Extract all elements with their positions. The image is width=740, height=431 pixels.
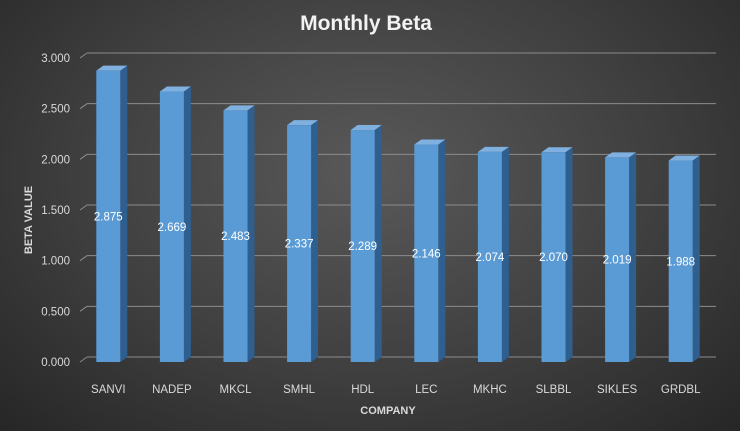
bar-top	[96, 65, 128, 71]
y-tick-label: 0.000	[41, 357, 70, 369]
bar-front	[350, 130, 375, 362]
bar-front	[287, 125, 312, 363]
bar-side	[438, 139, 446, 362]
y-tick-labels: 0.000 0.500 1.000 1.500 2.000 2.500 3.000	[41, 53, 70, 369]
bar	[159, 86, 191, 363]
bar-side	[183, 86, 191, 363]
x-tick-labels: SANVI NADEP MKCL SMHL HDL LEC MKHC SLBBL SIKLES G…	[91, 384, 701, 396]
x-tick-label: HDL	[351, 384, 375, 396]
bar	[414, 139, 446, 362]
gridline-depth	[79, 52, 88, 59]
bar-top	[414, 139, 446, 145]
data-label: 2.070	[539, 252, 568, 264]
bar-top	[223, 105, 255, 111]
bar-side	[629, 152, 637, 362]
bar	[668, 155, 700, 362]
gridline-depth	[79, 305, 88, 312]
y-tick-label: 2.000	[41, 154, 70, 166]
gridline-depth	[79, 103, 88, 110]
bar-top	[668, 155, 700, 161]
y-tick-label: 3.000	[41, 53, 70, 65]
gridline-depth	[79, 255, 88, 262]
y-tick-label: 1.500	[41, 205, 70, 217]
x-tick-label: SIKLES	[597, 384, 638, 396]
gridline-depth	[79, 153, 88, 160]
y-tick-label: 1.000	[41, 256, 70, 268]
bar-top	[605, 152, 637, 158]
bar	[605, 152, 637, 362]
data-label: 2.337	[285, 239, 314, 251]
bar-top	[541, 147, 573, 153]
bar	[287, 120, 319, 363]
bars	[96, 65, 700, 363]
bar	[350, 125, 382, 362]
bar-side	[565, 147, 573, 362]
bar-front	[668, 160, 693, 362]
bar-side	[120, 65, 128, 363]
data-label: 2.019	[603, 255, 632, 267]
bar-side	[501, 146, 509, 362]
bar	[541, 147, 573, 362]
bar-side	[311, 120, 319, 363]
data-label: 2.483	[221, 231, 250, 243]
y-tick-label: 2.500	[41, 104, 70, 116]
bar-top	[159, 86, 191, 92]
x-tick-label: SMHL	[283, 384, 316, 396]
chart-title: Monthly Beta	[300, 12, 432, 35]
bar-top	[287, 120, 319, 126]
gridline-depth	[79, 204, 88, 211]
bar-front	[605, 157, 630, 362]
bar-top	[350, 125, 382, 131]
bar-top	[477, 146, 509, 152]
bar-front	[159, 91, 184, 363]
bar-side	[247, 105, 255, 362]
x-tick-label: NADEP	[152, 384, 192, 396]
data-label: 2.074	[476, 252, 505, 264]
bar-front	[223, 110, 248, 362]
y-tick-label: 0.500	[41, 306, 70, 318]
x-tick-label: SANVI	[91, 384, 126, 396]
y-axis-title: BETA VALUE	[23, 186, 35, 254]
x-tick-label: MKCL	[220, 384, 253, 396]
bar-front	[96, 70, 121, 363]
bar-front	[414, 144, 439, 362]
gridline-depth	[79, 356, 88, 363]
data-label: 2.875	[94, 211, 123, 223]
x-tick-label: SLBBL	[536, 384, 572, 396]
x-axis-title: COMPANY	[360, 405, 416, 417]
bar	[223, 105, 255, 362]
x-tick-label: GRDBL	[661, 384, 701, 396]
data-label: 2.669	[158, 222, 187, 234]
bar-front	[541, 152, 566, 362]
data-label: 1.988	[666, 256, 695, 268]
data-label: 2.146	[412, 248, 441, 260]
bar-side	[692, 155, 700, 362]
data-labels: 2.875 2.669 2.483 2.337 2.289 2.146 2.074 2.070…	[94, 211, 695, 268]
bar	[477, 146, 509, 362]
data-label: 2.289	[348, 241, 377, 253]
x-tick-label: LEC	[415, 384, 437, 396]
bar-side	[374, 125, 382, 362]
bar	[96, 65, 128, 363]
x-tick-label: MKHC	[473, 384, 507, 396]
bar-front	[477, 151, 502, 362]
